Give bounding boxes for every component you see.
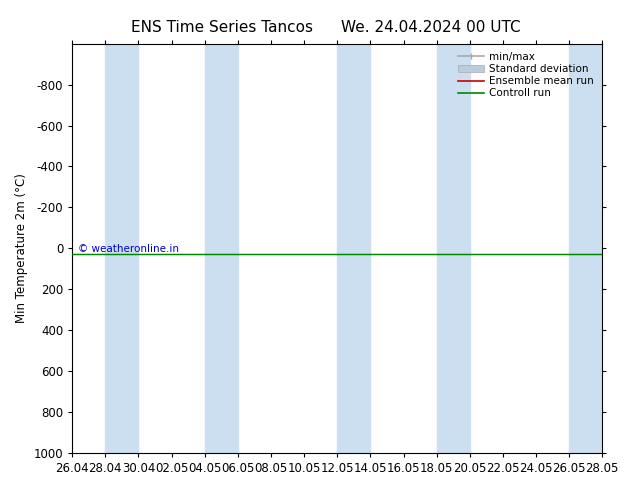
Bar (569, 44, 602, 453)
Bar (337, 44, 370, 453)
Text: © weatheronline.in: © weatheronline.in (77, 245, 179, 254)
Text: ENS Time Series Tancos: ENS Time Series Tancos (131, 20, 313, 35)
Text: We. 24.04.2024 00 UTC: We. 24.04.2024 00 UTC (341, 20, 521, 35)
Y-axis label: Min Temperature 2m (°C): Min Temperature 2m (°C) (15, 173, 28, 323)
Bar (105, 44, 138, 453)
Bar (205, 44, 238, 453)
Legend: min/max, Standard deviation, Ensemble mean run, Controll run: min/max, Standard deviation, Ensemble me… (455, 49, 597, 101)
Bar (437, 44, 470, 453)
